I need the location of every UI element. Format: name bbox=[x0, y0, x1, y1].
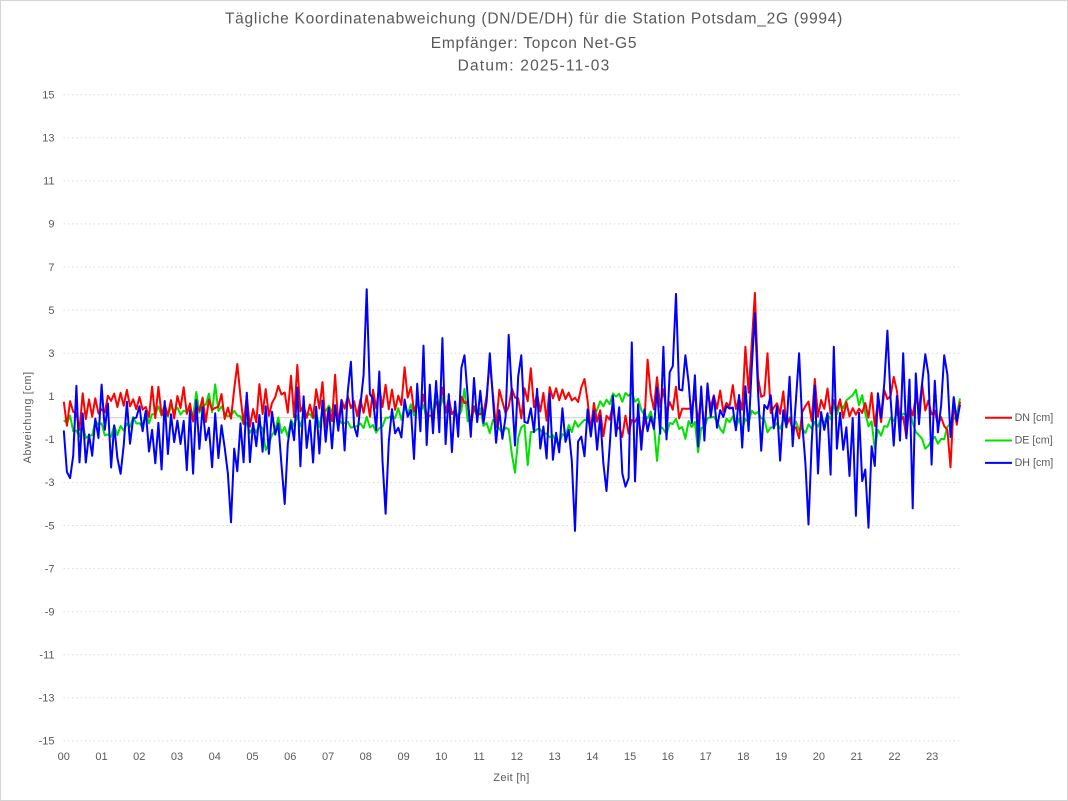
svg-text:11: 11 bbox=[473, 751, 484, 763]
svg-text:13: 13 bbox=[42, 133, 54, 145]
svg-text:06: 06 bbox=[284, 751, 296, 763]
svg-text:13: 13 bbox=[548, 751, 560, 763]
svg-text:16: 16 bbox=[662, 751, 674, 763]
svg-text:1: 1 bbox=[48, 391, 54, 403]
svg-text:Zeit [h]: Zeit [h] bbox=[493, 772, 529, 784]
svg-text:Empfänger: Topcon Net-G5: Empfänger: Topcon Net-G5 bbox=[431, 35, 637, 52]
svg-text:15: 15 bbox=[624, 751, 636, 763]
svg-text:5: 5 bbox=[48, 305, 54, 317]
svg-text:15: 15 bbox=[42, 90, 54, 102]
svg-text:14: 14 bbox=[586, 751, 598, 763]
svg-text:DH [cm]: DH [cm] bbox=[1015, 457, 1054, 469]
svg-text:02: 02 bbox=[133, 751, 145, 763]
svg-text:04: 04 bbox=[209, 751, 221, 763]
svg-text:11: 11 bbox=[43, 176, 54, 188]
svg-text:10: 10 bbox=[435, 751, 447, 763]
svg-text:08: 08 bbox=[360, 751, 372, 763]
svg-text:-13: -13 bbox=[39, 693, 55, 705]
svg-text:00: 00 bbox=[58, 751, 70, 763]
svg-text:-11: -11 bbox=[39, 650, 54, 662]
svg-text:9: 9 bbox=[48, 219, 54, 231]
svg-text:19: 19 bbox=[775, 751, 787, 763]
svg-text:03: 03 bbox=[171, 751, 183, 763]
svg-text:18: 18 bbox=[737, 751, 749, 763]
svg-text:-15: -15 bbox=[39, 736, 55, 748]
svg-text:Datum: 2025-11-03: Datum: 2025-11-03 bbox=[458, 58, 611, 75]
svg-text:-5: -5 bbox=[45, 520, 55, 532]
svg-text:DN [cm]: DN [cm] bbox=[1015, 412, 1054, 424]
svg-text:7: 7 bbox=[48, 262, 54, 274]
svg-text:01: 01 bbox=[95, 751, 107, 763]
svg-text:-3: -3 bbox=[45, 477, 55, 489]
svg-text:05: 05 bbox=[246, 751, 258, 763]
svg-text:-7: -7 bbox=[45, 563, 55, 575]
svg-text:07: 07 bbox=[322, 751, 334, 763]
svg-text:09: 09 bbox=[397, 751, 409, 763]
svg-text:-1: -1 bbox=[45, 434, 55, 446]
svg-text:23: 23 bbox=[926, 751, 938, 763]
svg-text:22: 22 bbox=[888, 751, 900, 763]
svg-text:20: 20 bbox=[813, 751, 825, 763]
svg-text:3: 3 bbox=[48, 348, 54, 360]
svg-text:17: 17 bbox=[700, 751, 712, 763]
svg-text:-9: -9 bbox=[45, 607, 55, 619]
svg-text:Tägliche Koordinatenabweichung: Tägliche Koordinatenabweichung (DN/DE/DH… bbox=[225, 11, 843, 28]
svg-text:12: 12 bbox=[511, 751, 523, 763]
svg-text:21: 21 bbox=[851, 751, 863, 763]
svg-text:Abweichung [cm]: Abweichung [cm] bbox=[22, 371, 34, 463]
svg-text:DE [cm]: DE [cm] bbox=[1015, 435, 1053, 447]
